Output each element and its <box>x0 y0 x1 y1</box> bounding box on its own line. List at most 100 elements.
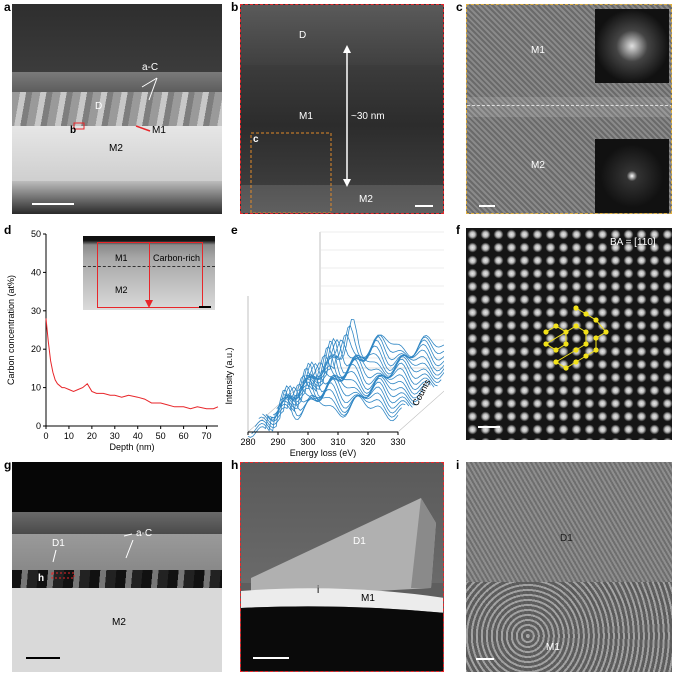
scale-bar <box>32 203 74 205</box>
x-tick-label: 300 <box>300 437 315 447</box>
scale-bar <box>476 658 494 660</box>
label-m1: M1 <box>546 642 560 653</box>
eels-spectra-chart: 280 290 300 310 320 330 Energy loss (eV) Intens… <box>224 231 444 458</box>
atom-marker <box>543 341 549 347</box>
atom-marker <box>593 347 599 353</box>
panel-i-image: D1 M1 <box>466 462 672 672</box>
x-tick-label: 60 <box>179 431 189 441</box>
panel-i-letter: i <box>456 458 460 472</box>
y-axis-label: Carbon concentration (at%) <box>6 275 16 385</box>
inset-label-m2: M2 <box>115 285 128 295</box>
panel-f-letter: f <box>456 223 460 237</box>
spectrum-line <box>308 333 444 384</box>
scale-bar <box>478 426 500 428</box>
spectrum-line <box>272 362 424 416</box>
atom-marker <box>593 335 599 341</box>
panel-f-image: BA = [110] <box>466 228 672 440</box>
label-m2: M2 <box>531 160 545 171</box>
series-line <box>45 318 219 410</box>
panel-a-image: a-C D b M1 M2 <box>12 4 222 214</box>
label-d: D <box>95 101 103 112</box>
label-m1: M1 <box>361 593 375 604</box>
spectrum-line <box>294 340 444 397</box>
y-tick-label: 20 <box>31 344 41 354</box>
x-axis-label: Energy loss (eV) <box>290 448 357 458</box>
label-thickness: ~30 nm <box>351 111 385 122</box>
label-d1: D1 <box>353 536 366 547</box>
x-tick-label: 50 <box>156 431 166 441</box>
y-tick-label: 0 <box>36 421 41 431</box>
spectrum-line <box>247 389 399 438</box>
spectrum-line <box>305 339 444 387</box>
panel-d-inset-image: M1 Carbon-rich M2 <box>83 236 215 310</box>
x-tick-label: 280 <box>240 437 255 447</box>
atom-marker <box>553 323 559 329</box>
x-axis-label: Depth (nm) <box>109 442 154 452</box>
atom-marker <box>583 353 589 359</box>
label-i-inset: i <box>317 585 320 596</box>
spectrum-line <box>262 377 413 425</box>
scale-bar <box>415 205 433 207</box>
panel-g-image: D1 a-C h M2 <box>12 462 222 672</box>
atom-marker <box>573 347 579 353</box>
panel-a-letter: a <box>4 0 11 14</box>
spectrum-line <box>287 354 438 403</box>
atom-marker <box>603 329 609 335</box>
scale-bar <box>253 657 289 659</box>
label-m1: M1 <box>531 45 545 56</box>
x-tick-label: 40 <box>133 431 143 441</box>
x-tick-label: 30 <box>110 431 120 441</box>
y-tick-label: 40 <box>31 267 41 277</box>
panel-h-letter: h <box>231 458 239 472</box>
atom-marker <box>563 329 569 335</box>
x-tick-label: 20 <box>87 431 97 441</box>
spectrum-line <box>283 358 435 406</box>
panel-d-letter: d <box>4 223 12 237</box>
panel-c-letter: c <box>456 0 463 14</box>
atom-marker <box>583 341 589 347</box>
spectrum-line <box>301 338 444 390</box>
spectrum-line <box>298 337 444 392</box>
atom-marker <box>593 317 599 323</box>
y-tick-label: 10 <box>31 383 41 393</box>
y-tick-label: 30 <box>31 306 41 316</box>
panel-c-image: M1 M2 <box>466 4 672 214</box>
spectrum-line <box>316 318 444 377</box>
label-m2: M2 <box>109 143 123 154</box>
inset-label-m1: M1 <box>115 253 128 263</box>
spectrum-line <box>265 374 417 422</box>
scale-bar <box>479 205 495 207</box>
spectrum-line <box>269 367 420 419</box>
label-h-inset: h <box>38 573 45 584</box>
x-tick-label: 330 <box>390 437 405 447</box>
atom-marker <box>583 329 589 335</box>
panel-e-letter: e <box>231 223 238 237</box>
x-tick-label: 70 <box>202 431 212 441</box>
spectrum-line <box>276 361 427 412</box>
label-d1: D1 <box>560 533 573 544</box>
atom-marker <box>573 305 579 311</box>
atom-marker <box>543 329 549 335</box>
x-tick-label: 290 <box>270 437 285 447</box>
x-tick-label: 0 <box>43 431 48 441</box>
panel-b-letter: b <box>231 0 239 14</box>
z-axis-label: Counts <box>410 377 432 407</box>
label-ac: a-C <box>136 528 153 539</box>
y-tick-label: 50 <box>31 229 41 239</box>
panel-b-image: D M1 ~30 nm c M2 <box>240 4 444 214</box>
atom-marker <box>553 359 559 365</box>
atom-marker <box>553 347 559 353</box>
inset-label-carbon-rich: Carbon-rich <box>153 253 201 263</box>
label-ac: a-C <box>142 62 159 73</box>
spectrum-line <box>312 324 444 381</box>
atom-marker <box>563 365 569 371</box>
label-m1: M1 <box>152 125 166 136</box>
spectrum-line <box>290 345 442 400</box>
panel-h-image: D1 i M1 <box>240 462 444 672</box>
label-d: D <box>299 30 307 41</box>
label-m1: M1 <box>299 111 313 122</box>
spectrum-line <box>280 362 431 409</box>
atom-marker <box>573 323 579 329</box>
label-m2: M2 <box>359 194 373 205</box>
